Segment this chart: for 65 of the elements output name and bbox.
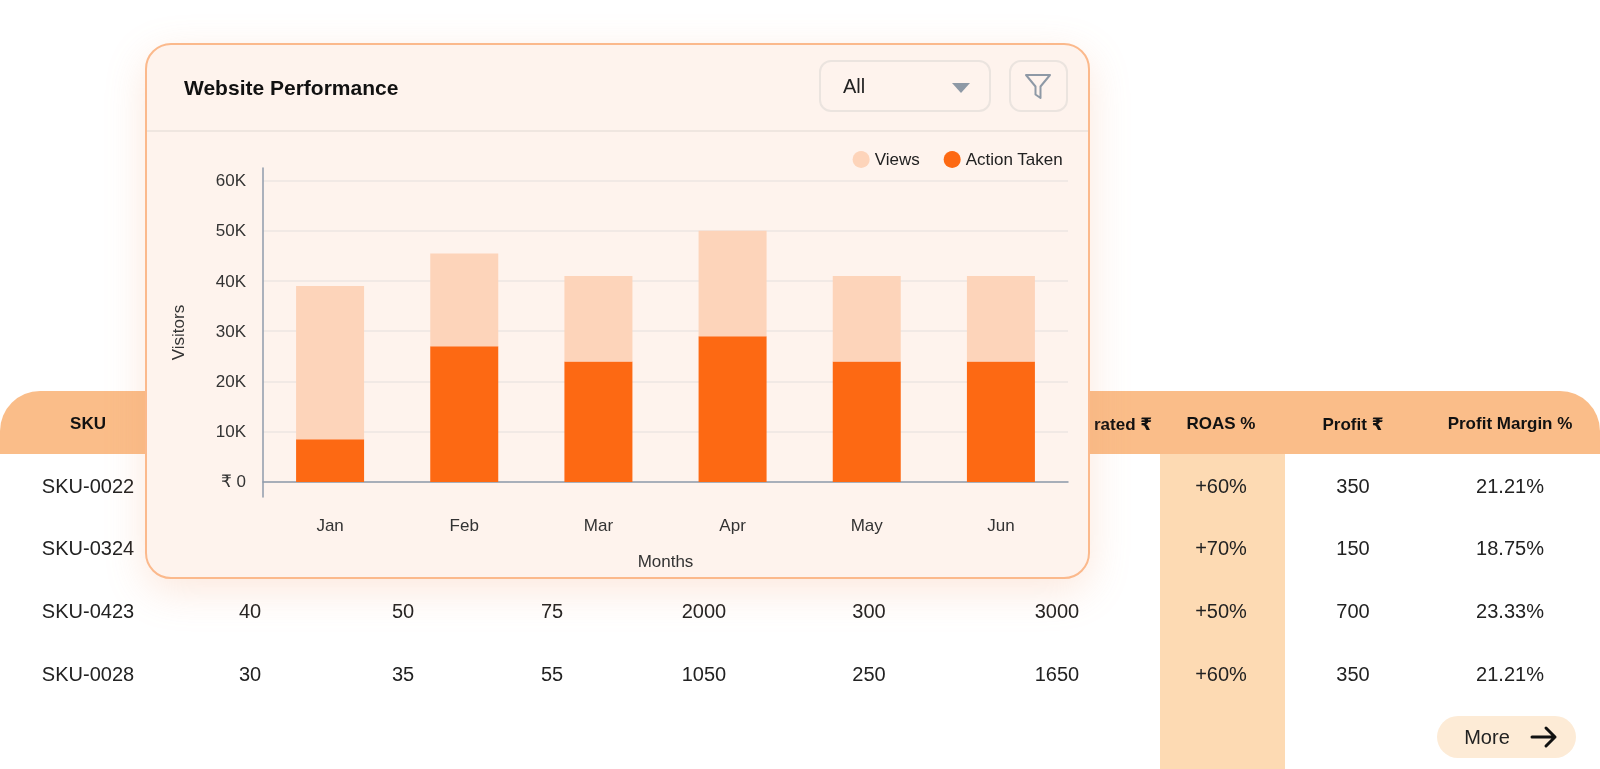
text: SKU-0028 bbox=[41, 662, 135, 685]
chart-title: Website Performance bbox=[184, 75, 399, 101]
text: 18.75% bbox=[1476, 536, 1544, 559]
x-tick-label: Jun bbox=[987, 516, 1015, 535]
category-label: Profit ₹ bbox=[1322, 413, 1384, 435]
text: +70% bbox=[1195, 536, 1247, 559]
text: +60% bbox=[1195, 662, 1247, 685]
text: 2000 bbox=[681, 599, 727, 622]
text: 23.33% bbox=[1476, 599, 1544, 622]
text: 30 bbox=[238, 662, 262, 685]
bar bbox=[832, 361, 901, 482]
x-axis-title: Months bbox=[637, 552, 694, 571]
text: 150 bbox=[1336, 536, 1370, 559]
y-tick-label: 40K bbox=[215, 271, 247, 291]
bar bbox=[296, 439, 365, 482]
text: SKU-0022 bbox=[41, 474, 135, 497]
bar bbox=[966, 361, 1035, 482]
text: 40 bbox=[238, 599, 262, 622]
category-label: ROAS % bbox=[1186, 414, 1256, 434]
text: 55 bbox=[540, 662, 564, 685]
bar bbox=[832, 275, 901, 362]
y-tick-label: 10K bbox=[215, 422, 247, 442]
y-tick-label: 50K bbox=[215, 221, 247, 241]
text: +60% bbox=[1195, 474, 1247, 497]
y-axis-title: Visitors bbox=[169, 304, 188, 361]
text: 250 bbox=[852, 662, 886, 685]
text: +50% bbox=[1195, 599, 1247, 622]
text: 350 bbox=[1336, 474, 1370, 497]
bar bbox=[296, 286, 365, 440]
x-tick-label: Jan bbox=[316, 516, 344, 535]
more-button: More bbox=[1437, 716, 1576, 758]
text: 1650 bbox=[1034, 662, 1080, 685]
text: 75 bbox=[540, 599, 564, 622]
x-tick-label: Apr bbox=[719, 516, 747, 535]
x-tick-label: Mar bbox=[583, 516, 614, 535]
text: 35 bbox=[391, 662, 415, 685]
text: 300 bbox=[852, 599, 886, 622]
bar bbox=[564, 275, 633, 362]
x-tick-label: May bbox=[850, 516, 884, 535]
bar bbox=[430, 253, 499, 347]
category-label: SKU bbox=[70, 414, 106, 434]
y-tick-label: ₹ 0 bbox=[221, 472, 246, 492]
bar bbox=[430, 346, 499, 482]
legend-label: Views bbox=[874, 150, 920, 169]
dropdown-field: All bbox=[819, 60, 991, 112]
legend-label: Action Taken bbox=[965, 150, 1063, 169]
text: SKU-0324 bbox=[41, 536, 135, 559]
text: 50 bbox=[391, 599, 415, 622]
x-tick-label: Feb bbox=[449, 516, 479, 535]
y-tick-label: 20K bbox=[215, 371, 247, 391]
text: 1050 bbox=[681, 662, 727, 685]
bar bbox=[564, 361, 633, 482]
category-label: rated ₹ bbox=[1094, 413, 1153, 435]
text: 21.21% bbox=[1476, 662, 1544, 685]
text: 21.21% bbox=[1476, 474, 1544, 497]
y-tick-label: 60K bbox=[215, 171, 247, 191]
category-label: Profit Margin % bbox=[1447, 414, 1573, 434]
bar bbox=[698, 230, 767, 337]
bar bbox=[966, 275, 1035, 362]
text: 3000 bbox=[1034, 599, 1080, 622]
y-tick-label: 30K bbox=[215, 321, 247, 341]
bar bbox=[698, 336, 767, 482]
text: 350 bbox=[1336, 662, 1370, 685]
text: 700 bbox=[1336, 599, 1370, 622]
text: SKU-0423 bbox=[41, 599, 135, 622]
